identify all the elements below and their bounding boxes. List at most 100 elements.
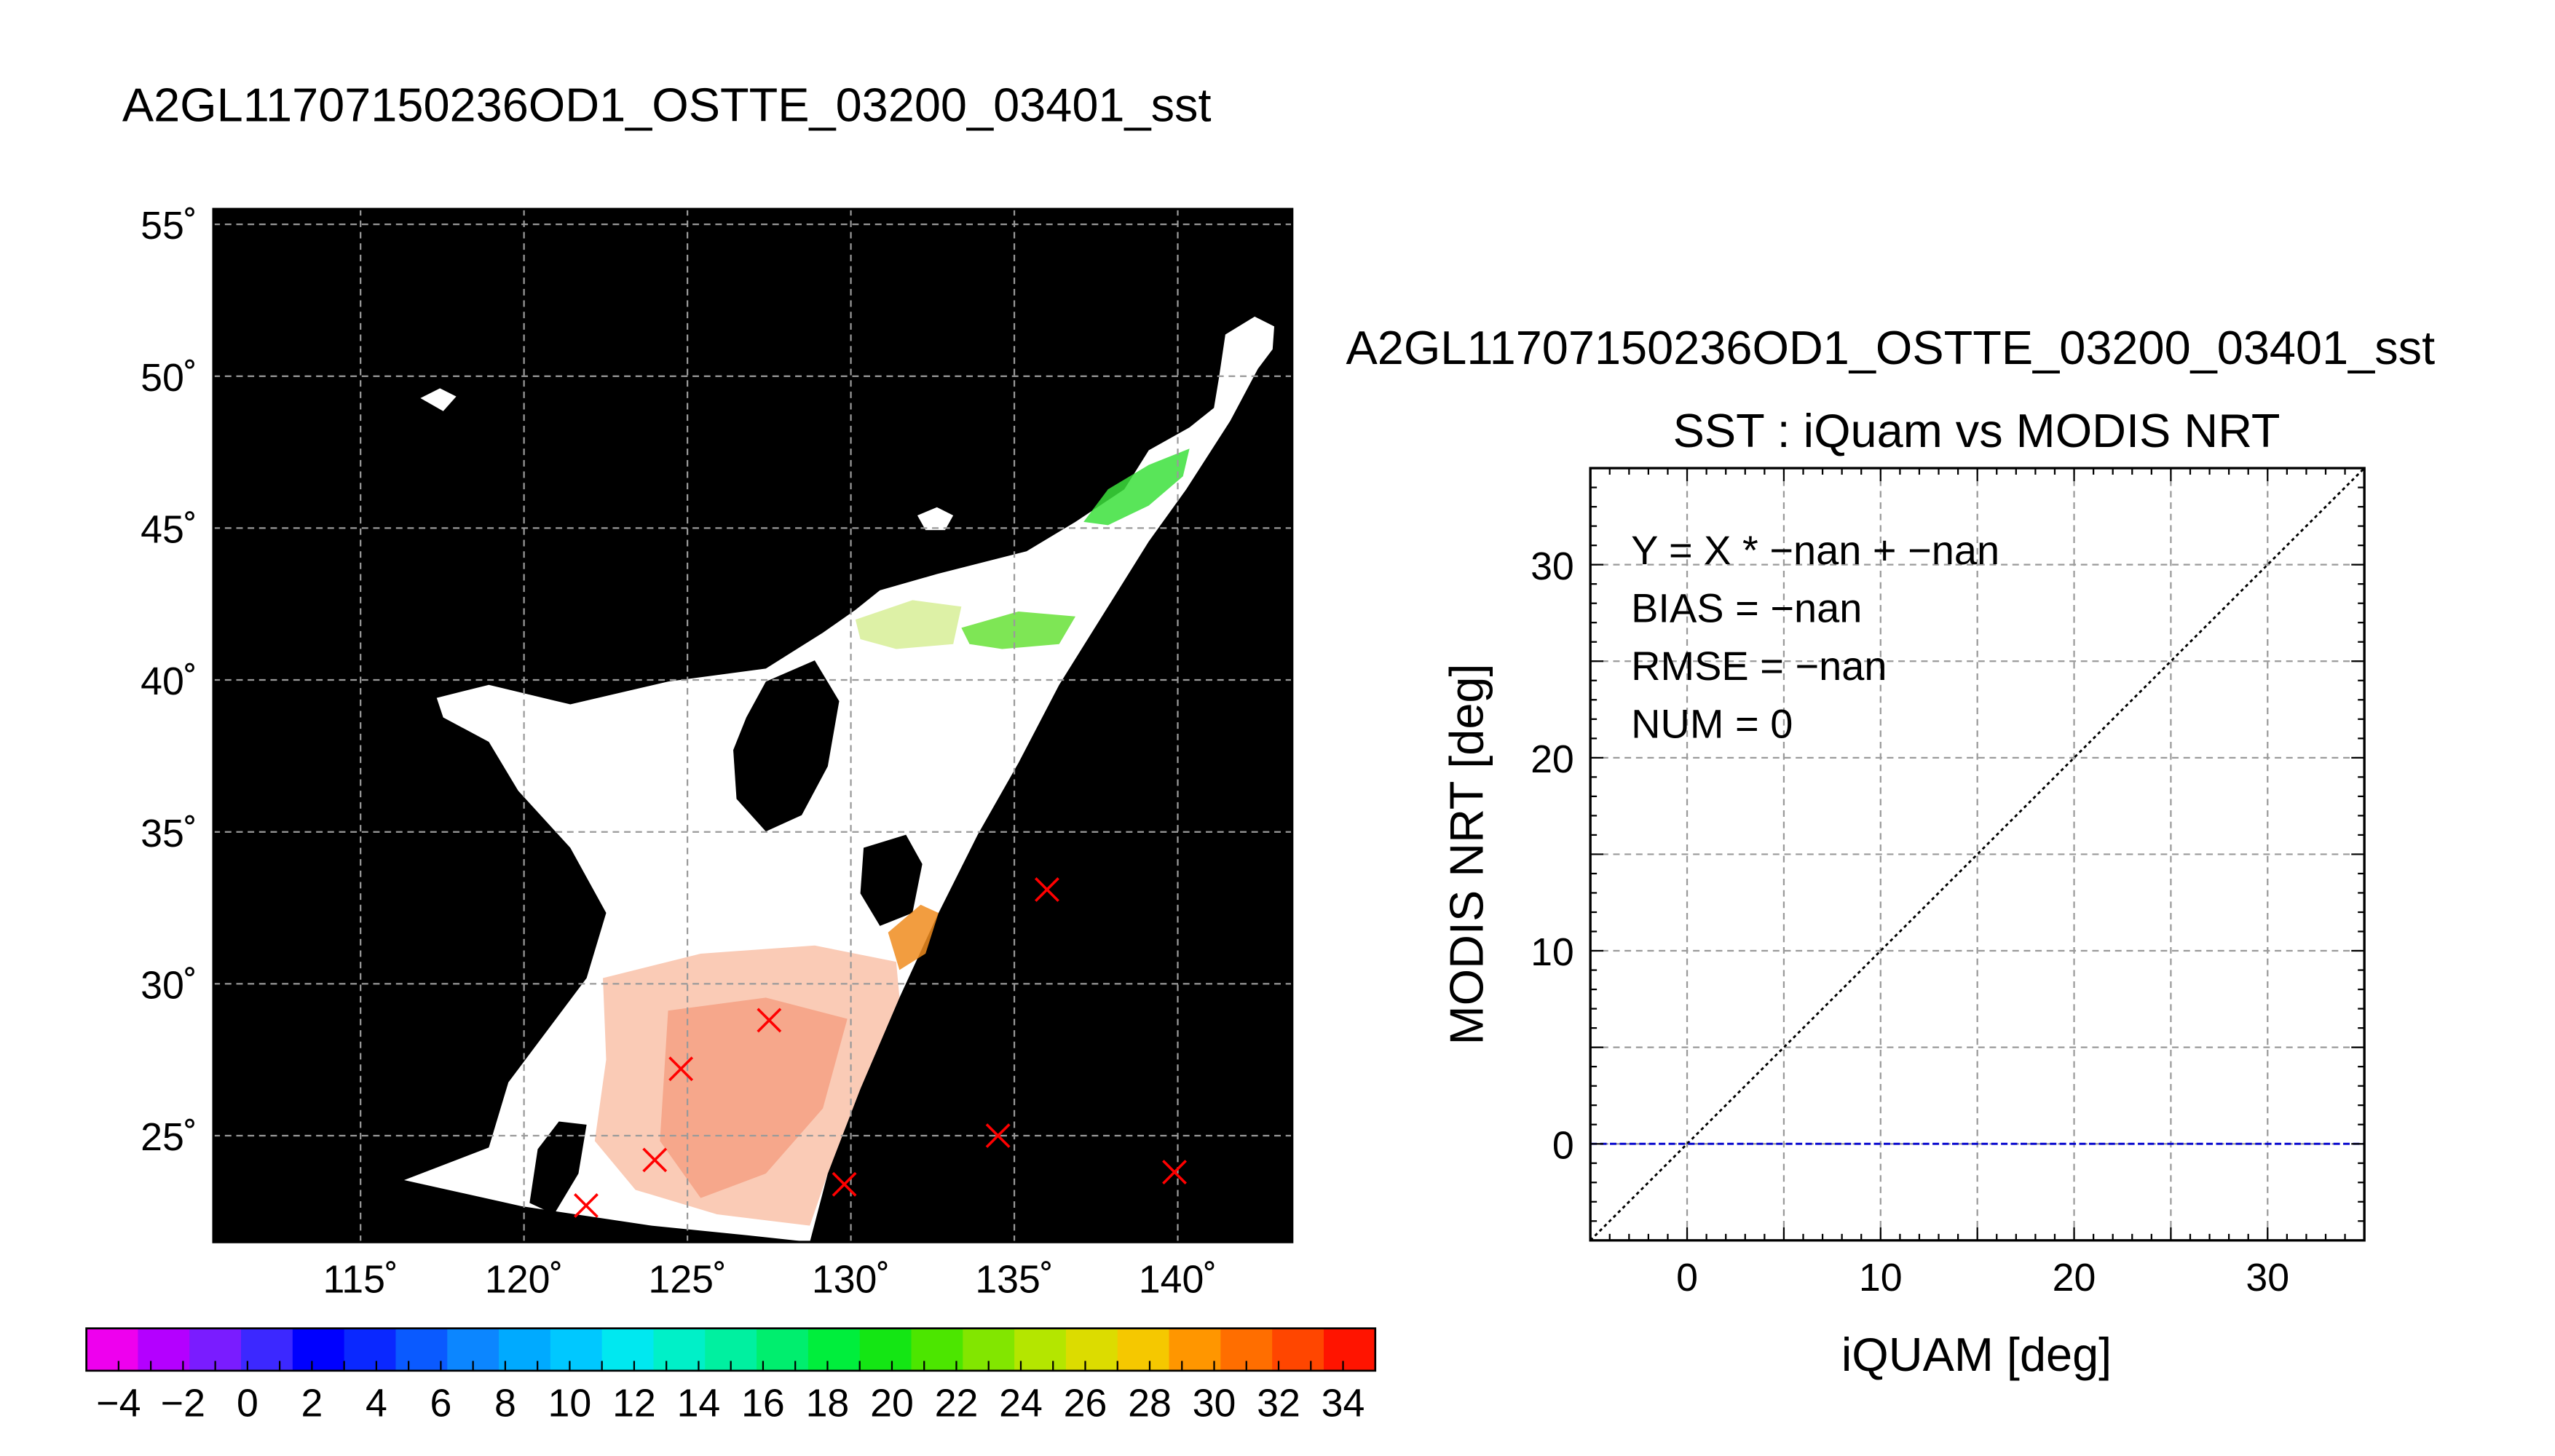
- map-sst-sea-of-japan-west: [855, 600, 962, 649]
- map-sst-okhotsk: [1083, 448, 1190, 526]
- figure-title: A2GL11707150236OD1_OSTTE_03200_03401_sst: [122, 78, 1212, 131]
- map-sst-east-china-sea-core: [660, 997, 848, 1198]
- map-marker: [1035, 877, 1059, 902]
- colorbar-swatch: [499, 1328, 551, 1371]
- scatter-x-tick-label: 10: [1859, 1256, 1903, 1299]
- scatter-reference-lines: [1590, 468, 2365, 1241]
- colorbar-swatch: [1323, 1328, 1376, 1371]
- colorbar-tick-label: 32: [1257, 1382, 1300, 1425]
- map-marker: [1162, 1160, 1187, 1185]
- scatter-y-tick-label: 20: [1531, 737, 1574, 781]
- map-axis-labels: 115˚ 120˚ 125˚ 130˚ 135˚ 140˚ 25˚ 30˚ 35˚ 40˚ 45˚ 5…: [141, 204, 1217, 1301]
- colorbar-tick-label: 20: [870, 1382, 914, 1425]
- scatter-annotation: RMSE = −nan: [1631, 643, 1887, 689]
- scatter-x-axis-label: iQUAM [deg]: [1841, 1328, 2112, 1381]
- scatter-x-tick-label: 20: [2053, 1256, 2096, 1299]
- scatter-x-tick-label: 30: [2246, 1256, 2289, 1299]
- scatter-annotation: Y = X * −nan + −nan: [1631, 527, 1999, 573]
- map-sst-east-china-sea: [594, 945, 900, 1226]
- map-lake-khanka: [420, 388, 457, 411]
- colorbar-swatch: [653, 1328, 706, 1371]
- map-x-tick-label: 130˚: [812, 1257, 890, 1301]
- map-kyushu-dark: [860, 834, 923, 926]
- colorbar-swatch: [807, 1328, 861, 1371]
- scatter-annotations: Y = X * −nan + −nan BIAS = −nan RMSE = −na…: [1631, 527, 1999, 746]
- colorbar-swatch: [241, 1328, 293, 1371]
- colorbar-tick-label: 18: [806, 1382, 850, 1425]
- colorbar-swatch: [859, 1328, 912, 1371]
- scatter-grid: [1590, 468, 2365, 1241]
- colorbar-tick-label: 16: [741, 1382, 785, 1425]
- map-y-tick-label: 35˚: [141, 812, 197, 855]
- colorbar-tick-label: 4: [366, 1382, 387, 1425]
- map-grid: [213, 209, 1292, 1243]
- colorbar-tick-label: 22: [935, 1382, 979, 1425]
- map-marker: [574, 1193, 599, 1218]
- scatter-annotation: NUM = 0: [1631, 700, 1793, 746]
- colorbar-tick-label: −2: [161, 1382, 205, 1425]
- map-x-tick-label: 120˚: [485, 1257, 563, 1301]
- map-y-tick-label: 30˚: [141, 963, 197, 1007]
- scatter-y-tick-label: 10: [1531, 930, 1574, 974]
- map-frame: [212, 207, 1294, 1243]
- map-taiwan-island: [529, 1121, 587, 1215]
- map-y-tick-label: 40˚: [141, 660, 197, 703]
- map-markers: [574, 877, 1187, 1218]
- map-x-tick-label: 125˚: [648, 1257, 726, 1301]
- colorbar-tick-label: 24: [999, 1382, 1043, 1425]
- scatter-x-tick-label: 0: [1676, 1256, 1698, 1299]
- colorbar-tick-label: 0: [237, 1382, 258, 1425]
- scatter-ticks: 0 10 20 30 0 10 20 30: [1531, 467, 2366, 1299]
- colorbar-swatch: [138, 1328, 191, 1371]
- map-marker: [832, 1171, 857, 1197]
- colorbar-tick-label: 26: [1064, 1382, 1107, 1425]
- sst-map: 115˚ 120˚ 125˚ 130˚ 135˚ 140˚ 25˚ 30˚ 35˚ 40˚ 45˚ 5…: [141, 204, 1294, 1301]
- colorbar-tick-label: −4: [96, 1382, 141, 1425]
- map-y-tick-label: 25˚: [141, 1115, 197, 1159]
- colorbar-swatch: [344, 1328, 397, 1371]
- colorbar-tick-label: 6: [430, 1382, 451, 1425]
- map-sst-sea-of-japan-central: [961, 611, 1076, 649]
- scatter-annotation: BIAS = −nan: [1631, 585, 1862, 631]
- map-x-tick-label: 140˚: [1139, 1257, 1217, 1301]
- map-y-tick-label: 45˚: [141, 508, 197, 552]
- colorbar-tick-label: 14: [677, 1382, 721, 1425]
- colorbar-tick-label: 28: [1128, 1382, 1172, 1425]
- colorbar-swatch: [292, 1328, 345, 1371]
- map-marker: [985, 1123, 1011, 1148]
- colorbar-tick-label: 10: [548, 1382, 592, 1425]
- colorbar-tick-label: 2: [301, 1382, 323, 1425]
- map-x-tick-label: 115˚: [323, 1257, 398, 1301]
- scatter-plot: A2GL11707150236OD1_OSTTE_03200_03401_sst…: [1346, 321, 2435, 1381]
- colorbar-swatch: [86, 1328, 139, 1371]
- colorbar-tick-label: 30: [1193, 1382, 1236, 1425]
- scatter-figure-title: A2GL11707150236OD1_OSTTE_03200_03401_sst: [1346, 321, 2435, 374]
- colorbar-swatch: [1065, 1328, 1118, 1371]
- map-marker: [668, 1056, 694, 1082]
- map-x-tick-label: 135˚: [975, 1257, 1053, 1301]
- colorbar-tick-label: 12: [612, 1382, 656, 1425]
- scatter-title: SST : iQuam vs MODIS NRT: [1673, 404, 2280, 457]
- colorbar-swatch: [757, 1328, 810, 1371]
- map-dark-peninsula: [733, 660, 840, 832]
- map-marker: [757, 1008, 782, 1033]
- colorbar-swatch: [550, 1328, 603, 1371]
- scatter-y-tick-label: 30: [1531, 545, 1574, 588]
- map-y-tick-label: 50˚: [141, 356, 197, 400]
- colorbar-swatch: [395, 1328, 449, 1371]
- map-marker: [642, 1147, 668, 1173]
- colorbar-swatch: [1169, 1328, 1222, 1371]
- scatter-y-tick-label: 0: [1552, 1123, 1574, 1167]
- colorbar-swatch: [1117, 1328, 1170, 1371]
- sst-colorbar: −4 −2 0 2 4 6 8 10 12 14 16 18 20 22 24 26 28 30 32 34: [85, 1327, 1377, 1425]
- colorbar-swatch: [911, 1328, 964, 1371]
- scatter-y-axis-label: MODIS NRT [deg]: [1440, 663, 1493, 1045]
- colorbar-tick-label: 8: [494, 1382, 516, 1425]
- map-sst-kyushu-east: [888, 904, 939, 970]
- colorbar-swatch: [1014, 1328, 1067, 1371]
- colorbar-tick-label: 34: [1322, 1382, 1365, 1425]
- colorbar-swatch: [1272, 1328, 1325, 1371]
- map-sakhalin-island: [917, 507, 954, 531]
- map-y-tick-label: 55˚: [141, 204, 197, 248]
